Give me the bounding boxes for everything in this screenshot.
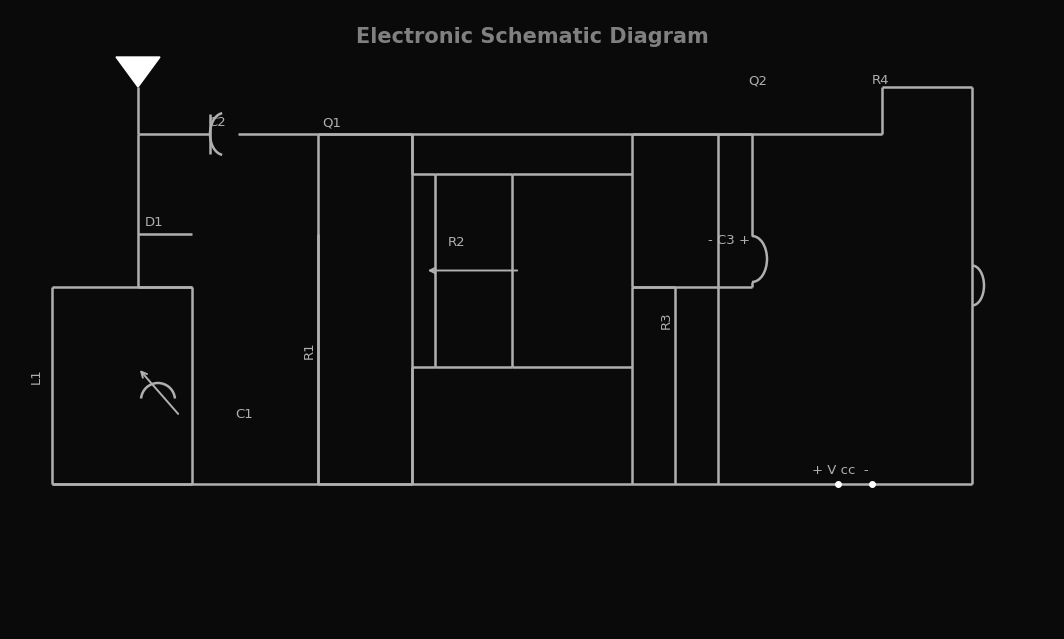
Text: D1: D1 <box>145 216 164 229</box>
Polygon shape <box>116 57 160 87</box>
Text: - C3 +: - C3 + <box>708 234 750 247</box>
Text: R2: R2 <box>448 236 466 249</box>
Text: Electronic Schematic Diagram: Electronic Schematic Diagram <box>355 27 709 47</box>
Text: + V cc  -: + V cc - <box>812 464 868 477</box>
Text: C2: C2 <box>207 116 226 129</box>
Text: R4: R4 <box>872 74 890 87</box>
Text: L1: L1 <box>30 368 43 384</box>
Text: Q1: Q1 <box>322 116 340 129</box>
Text: Q2: Q2 <box>748 74 767 87</box>
Text: R3: R3 <box>660 311 674 329</box>
Text: C1: C1 <box>235 408 253 421</box>
Text: R1: R1 <box>303 341 316 359</box>
